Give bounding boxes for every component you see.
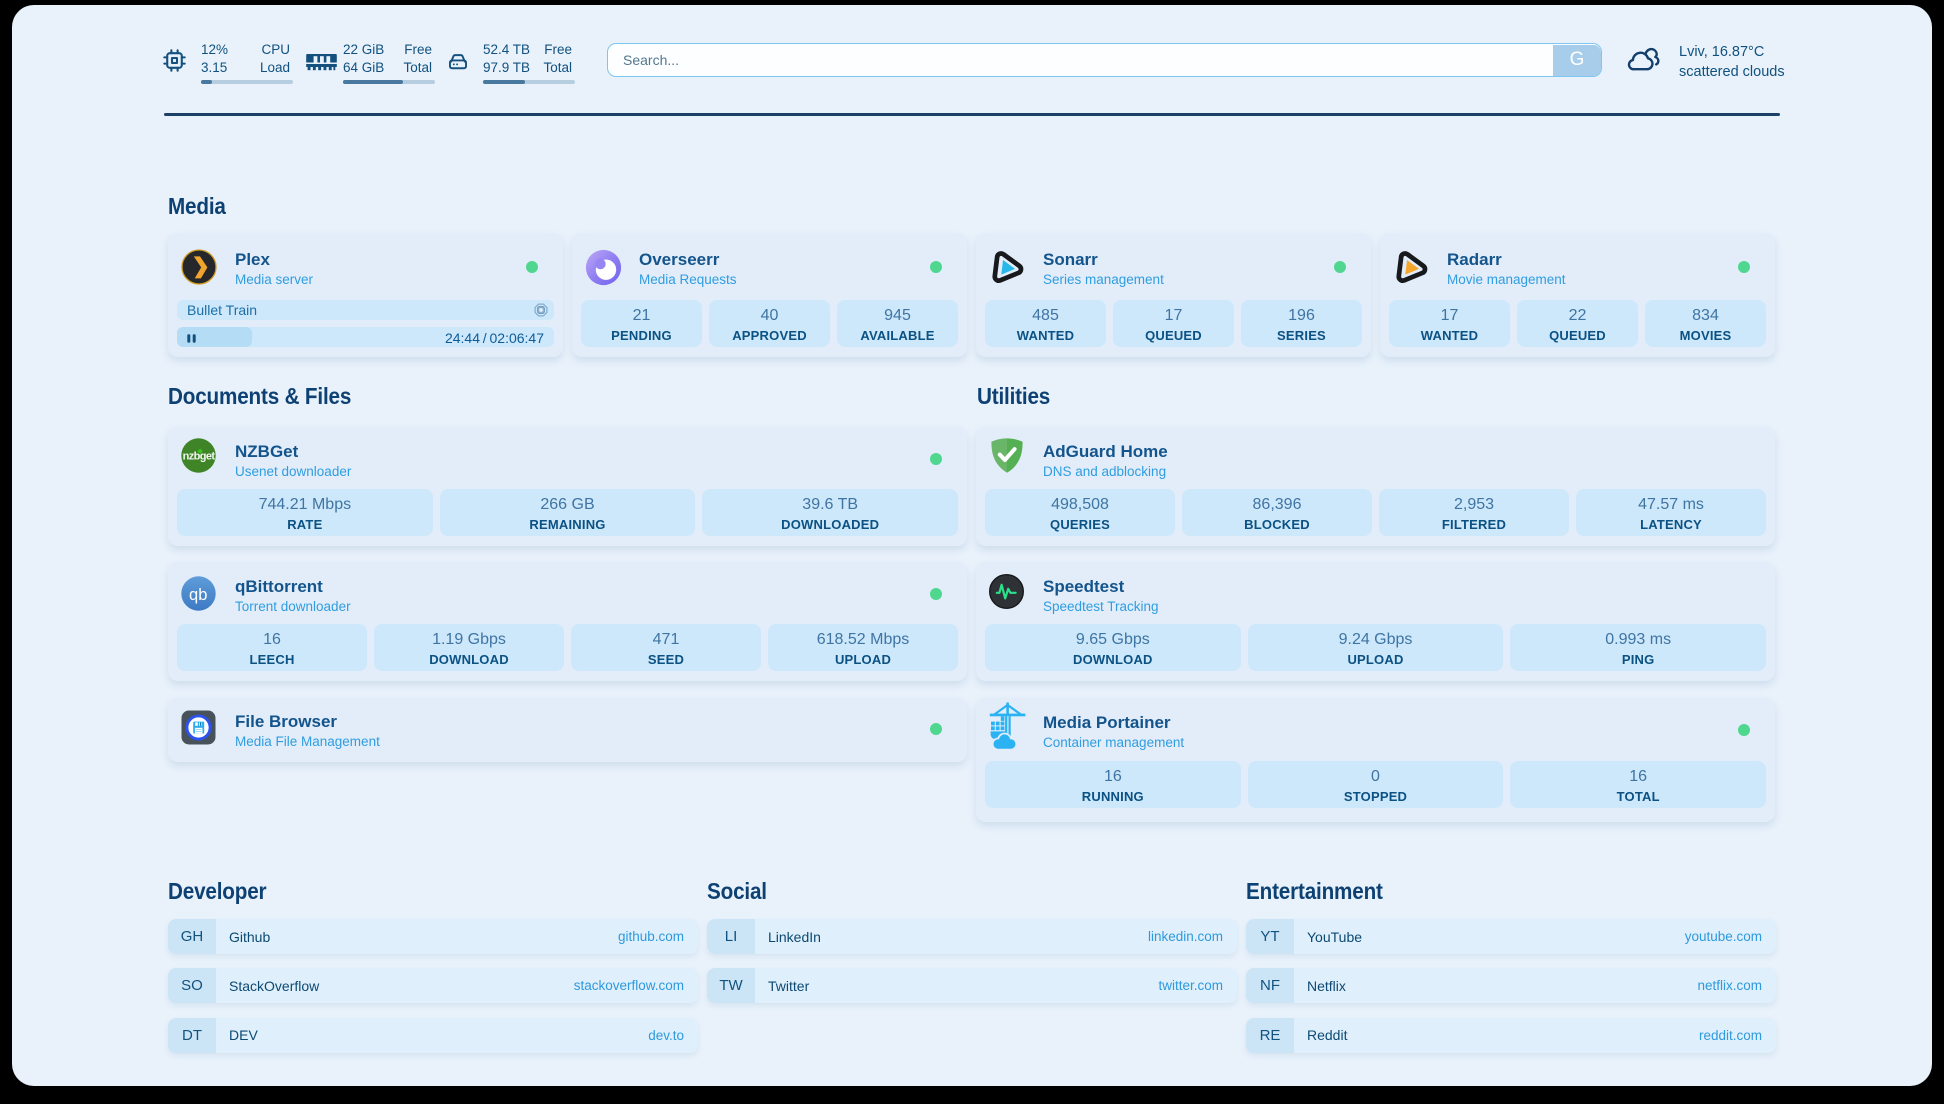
svg-text:nzbget: nzbget bbox=[183, 451, 216, 463]
svg-text:qb: qb bbox=[189, 586, 207, 604]
